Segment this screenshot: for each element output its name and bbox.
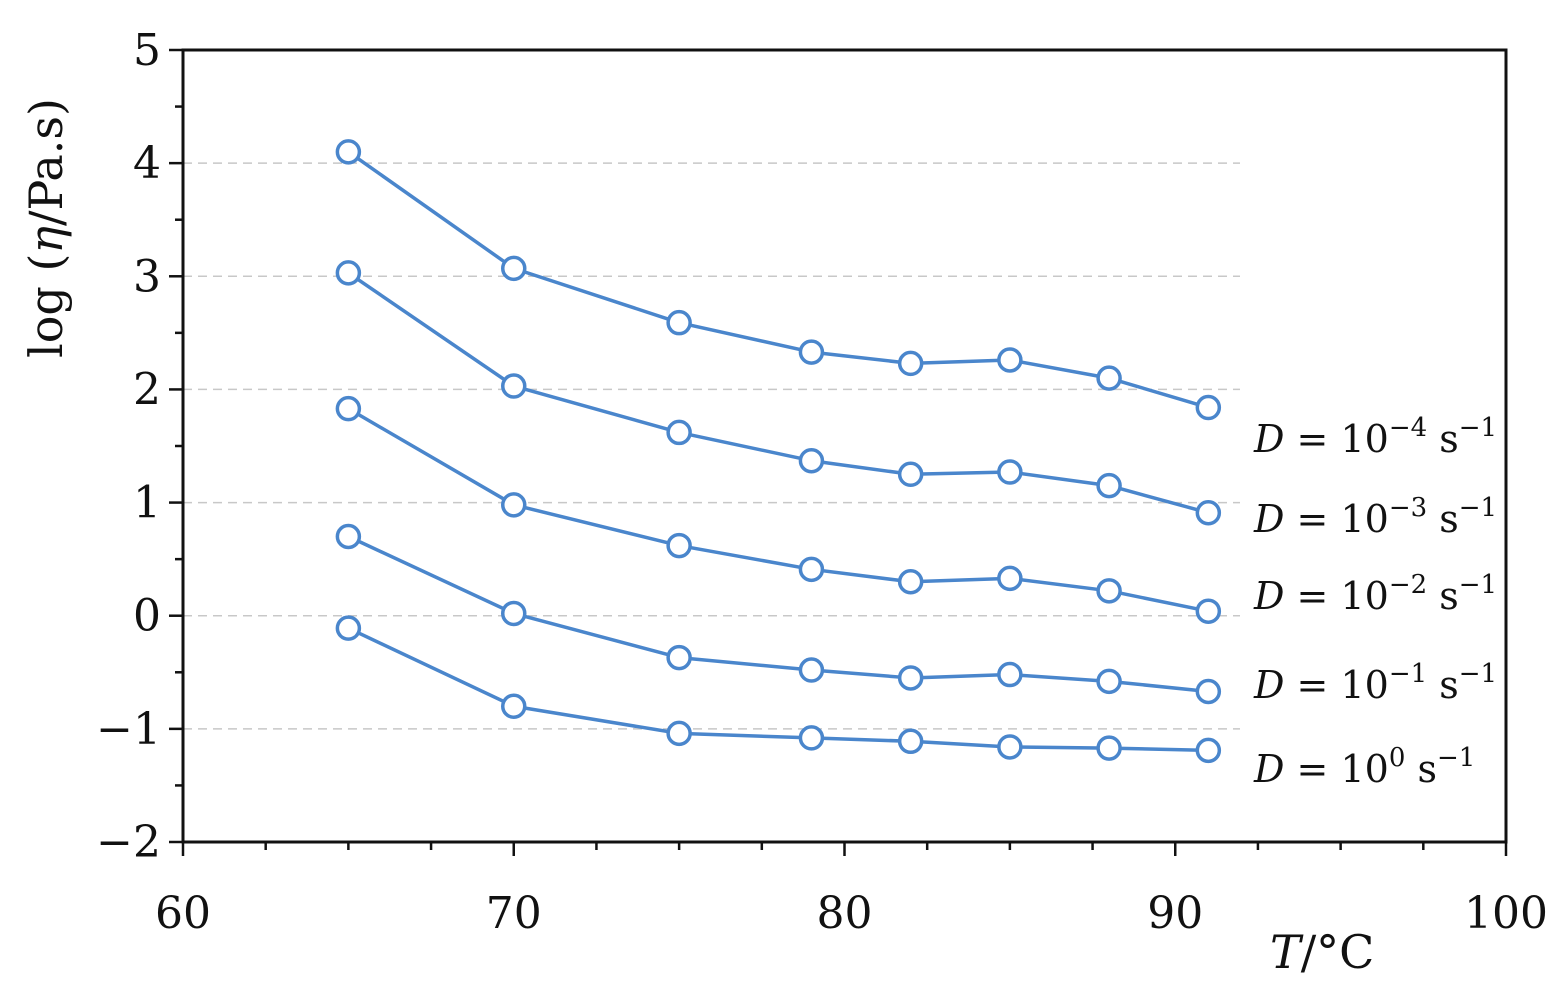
- data-point-marker: [798, 447, 825, 474]
- series-label: D = 10−4 s−1: [1253, 413, 1497, 461]
- data-point-marker: [897, 569, 924, 595]
- data-point-marker: [335, 260, 362, 286]
- series-line: [347, 150, 1209, 410]
- data-point-marker: [897, 665, 924, 691]
- series-label: D = 10−2 s−1: [1253, 570, 1497, 618]
- grid-lines: [183, 162, 1240, 730]
- data-point-marker: [666, 532, 692, 559]
- data-point-marker: [501, 373, 527, 399]
- series-line: [347, 626, 1209, 753]
- data-point-marker: [997, 347, 1023, 373]
- data-point-marker: [666, 309, 692, 336]
- data-point-marker: [335, 523, 362, 550]
- series-label: D = 10−1 s−1: [1253, 659, 1497, 707]
- x-tick-label: 70: [486, 888, 542, 939]
- y-tick-label: 3: [133, 251, 161, 302]
- data-point-marker: [501, 255, 527, 282]
- data-point-marker: [335, 395, 362, 422]
- data-point-marker: [1096, 735, 1122, 761]
- data-point-marker: [1195, 598, 1222, 624]
- data-point-marker: [666, 419, 692, 446]
- data-point-marker: [1195, 737, 1222, 764]
- data-point-marker: [798, 657, 825, 683]
- data-point-marker: [501, 492, 527, 518]
- y-tick-label: 1: [133, 478, 161, 529]
- data-point-marker: [666, 644, 692, 671]
- y-tick-label: 2: [133, 364, 161, 415]
- data-point-marker: [997, 661, 1023, 688]
- data-point-marker: [1096, 578, 1122, 604]
- y-tick-label: 5: [133, 25, 161, 76]
- data-point-marker: [798, 725, 825, 751]
- data-point-marker: [1195, 678, 1222, 705]
- data-point-marker: [897, 728, 924, 755]
- data-point-marker: [1195, 394, 1222, 421]
- data-point-marker: [798, 556, 825, 583]
- series-layer: [335, 139, 1222, 764]
- y-axis-title: log (η/Pa.s): [19, 98, 73, 358]
- x-tick-label: 90: [1147, 888, 1203, 939]
- data-point-marker: [501, 600, 527, 627]
- y-tick-label: 0: [133, 591, 161, 642]
- data-point-marker: [798, 339, 825, 365]
- x-tick-label: 100: [1464, 888, 1548, 939]
- data-point-marker: [997, 734, 1023, 760]
- data-point-marker: [666, 720, 692, 747]
- y-tick-label: −2: [96, 817, 161, 868]
- data-point-marker: [897, 461, 924, 488]
- data-point-marker: [997, 459, 1023, 485]
- y-tick-label: 4: [133, 138, 161, 189]
- y-tick-label: −1: [96, 704, 161, 755]
- x-axis-title: T/°C: [1270, 925, 1374, 979]
- series-line: [347, 271, 1209, 515]
- data-point-marker: [335, 615, 362, 641]
- data-point-marker: [501, 693, 527, 719]
- series-labels: D = 10−4 s−1 D = 10−3 s−1 D = 10−2 s−1 D = …: [1253, 413, 1497, 791]
- axis-ticks: −2 −1 0 1 2 3 4 5 60 70 80 90 100: [96, 25, 1548, 939]
- x-tick-label: 60: [155, 888, 211, 939]
- x-tick-label: 80: [817, 888, 873, 939]
- data-point-marker: [897, 350, 924, 377]
- series-label: D = 10−3 s−1: [1253, 493, 1497, 541]
- series-label: D = 100 s−1: [1253, 743, 1475, 791]
- data-point-marker: [1096, 472, 1122, 499]
- series-line: [347, 534, 1209, 694]
- data-point-marker: [1195, 500, 1222, 526]
- data-point-marker: [997, 565, 1023, 592]
- data-point-marker: [335, 139, 362, 165]
- data-point-marker: [1096, 668, 1122, 695]
- series-line: [347, 407, 1209, 613]
- data-point-marker: [1096, 365, 1122, 391]
